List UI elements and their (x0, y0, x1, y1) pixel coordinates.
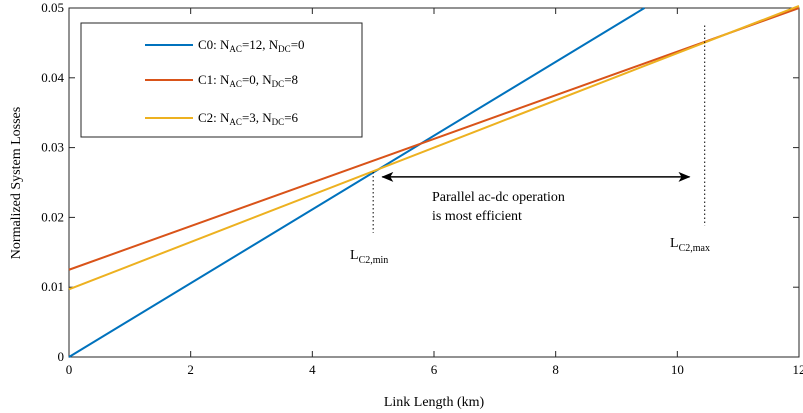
x-tick-label: 2 (187, 362, 194, 377)
annotation-text-line1: Parallel ac-dc operation (432, 190, 565, 205)
series-layer (68, 4, 800, 358)
y-tick-label: 0.05 (41, 0, 64, 15)
y-tick-label: 0 (58, 349, 65, 364)
y-axis-label: Normalized System Losses (9, 107, 24, 259)
x-tick-label: 12 (793, 362, 803, 377)
x-axis-label: Link Length (km) (384, 395, 485, 410)
x-tick-label: 10 (671, 362, 684, 377)
legend-label-c1: C1: NAC=0, NDC=8 (198, 72, 298, 89)
y-tick-label: 0.04 (41, 70, 64, 85)
annotation-layer (372, 25, 706, 233)
x-tick-label: 6 (431, 362, 438, 377)
series-line-c1 (68, 7, 800, 271)
series-line-c0 (68, 7, 646, 358)
y-tick-label: 0.01 (41, 279, 64, 294)
legend-label-c2: C2: NAC=3, NDC=6 (198, 110, 299, 127)
x-tick-label: 8 (552, 362, 559, 377)
x-tick-label: 4 (309, 362, 316, 377)
lmax-label-main: L (670, 236, 679, 251)
x-tick-label: 0 (66, 362, 73, 377)
lmax-label: LC2,max (670, 236, 710, 254)
legend: C0: NAC=12, NDC=0 C1: NAC=0, NDC=8 C2: N… (80, 22, 363, 138)
lmin-label-sub: C2,min (359, 255, 389, 266)
legend-label-c0: C0: NAC=12, NDC=0 (198, 37, 305, 54)
y-tick-label: 0.03 (41, 140, 64, 155)
lmin-label: LC2,min (350, 248, 388, 266)
annotation-text-line2: is most efficient (432, 209, 522, 224)
series-line-c2 (68, 4, 800, 291)
y-tick-label: 0.02 (41, 209, 64, 224)
lmin-label-main: L (350, 248, 359, 263)
ticks-layer: 0 2 4 6 8 10 12 0 0.01 0.02 0.03 0.04 0.05 (41, 0, 803, 377)
legend-box (80, 22, 363, 138)
lmax-label-sub: C2,max (679, 243, 710, 254)
